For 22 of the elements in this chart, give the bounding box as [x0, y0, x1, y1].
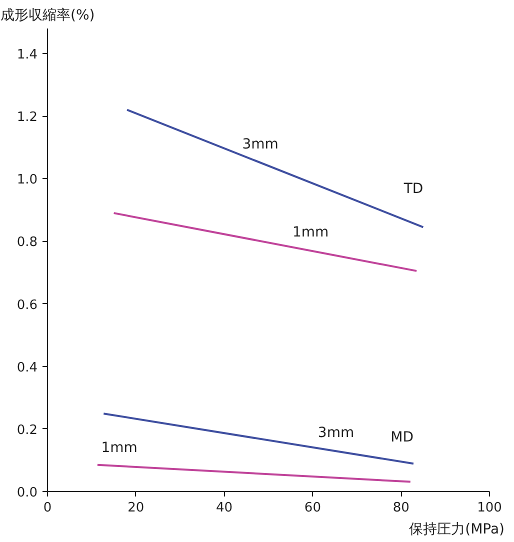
y-tick-label: 0.4	[16, 360, 38, 376]
x-axis-title: 保持圧力(MPa)	[409, 522, 505, 538]
y-tick-label: 0.6	[16, 298, 38, 313]
series-label: 3mm	[242, 136, 278, 153]
annotation: MD	[390, 430, 414, 446]
series-label: 1mm	[292, 224, 329, 241]
y-tick-label: 1.2	[16, 110, 38, 126]
x-tick-label: 40	[216, 500, 233, 516]
annotation: TD	[402, 181, 424, 198]
x-tick-label: 60	[304, 500, 321, 516]
y-tick-label: 1.0	[16, 172, 38, 188]
y-tick-label: 0.8	[16, 235, 38, 250]
y-tick-label: 1.4	[16, 48, 38, 63]
series-label: 1mm	[101, 440, 138, 456]
y-tick-label: 0.0	[16, 486, 38, 500]
x-tick-label: 80	[392, 500, 410, 516]
x-tick-label: 100	[477, 500, 502, 516]
x-tick-label: 20	[128, 500, 144, 516]
x-tick-label: 0	[43, 500, 52, 516]
y-tick-label: 0.2	[16, 422, 38, 438]
y-axis-title: 成形収縮率(%)	[0, 8, 95, 24]
series-label: 3mm	[318, 425, 354, 442]
